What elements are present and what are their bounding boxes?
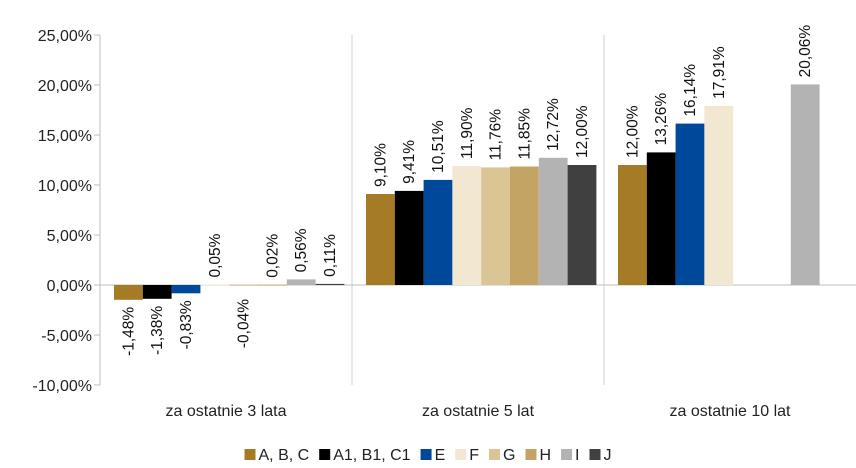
data-label: 9,41% [401, 140, 418, 184]
bar [675, 123, 705, 285]
bar [646, 152, 676, 285]
bars [114, 84, 820, 300]
y-tick-label: 20,00% [38, 78, 92, 95]
y-tick-label: -5,00% [41, 328, 92, 345]
legend-item: G [489, 447, 515, 464]
legend-swatch [319, 449, 331, 460]
bar [618, 165, 647, 285]
bar [452, 166, 482, 285]
legend-item: F [455, 447, 479, 464]
bar [171, 285, 201, 294]
category-separators [351, 35, 605, 385]
data-label: 0,56% [293, 228, 310, 272]
bar [423, 179, 453, 285]
y-tick-label: 15,00% [38, 128, 92, 145]
data-label: 13,26% [653, 93, 670, 146]
data-label: -0,04% [236, 299, 253, 348]
data-label: -1,48% [120, 307, 137, 356]
legend-item: H [525, 447, 551, 464]
legend-label: G [503, 447, 515, 464]
legend-label: I [575, 447, 579, 464]
legend: A, B, C A1, B1, C1 E F G H I J [244, 447, 611, 464]
legend-item: J [589, 447, 611, 464]
data-label: -1,38% [149, 306, 166, 355]
bar [200, 284, 230, 286]
data-label: 0,02% [264, 234, 281, 278]
legend-item: A, B, C [244, 447, 310, 464]
data-label: 11,90% [459, 107, 476, 159]
data-label: 16,14% [682, 64, 699, 117]
bar [567, 165, 597, 285]
y-tick-label: -10,00% [32, 378, 92, 395]
data-label: -0,83% [178, 300, 195, 349]
data-label: 11,76% [488, 109, 505, 161]
data-label: 9,10% [372, 143, 389, 187]
legend-label: H [539, 447, 551, 464]
data-label: 0,05% [207, 233, 224, 277]
bar [790, 84, 820, 286]
legend-label: F [469, 447, 479, 464]
y-axis: 25,00% 20,00% 15,00% 10,00% 5,00% 0,00% -5,00%… [32, 28, 101, 395]
data-label: 12,00% [574, 105, 591, 158]
data-label: 0,11% [322, 234, 339, 277]
data-label: 11,85% [516, 108, 533, 160]
data-label: 17,91% [711, 46, 728, 99]
data-label: 20,06% [797, 25, 814, 78]
bar [229, 285, 258, 286]
legend-label: A1, B1, C1 [333, 447, 410, 464]
data-label: 12,72% [545, 98, 562, 151]
bar [394, 190, 424, 285]
legend-swatch [455, 449, 467, 460]
bar [142, 285, 172, 299]
bar [286, 279, 316, 285]
legend-swatch [589, 449, 601, 460]
legend-swatch [420, 449, 432, 460]
legend-swatch [489, 449, 501, 460]
legend-swatch [244, 449, 256, 460]
legend-item: E [420, 447, 446, 464]
category-label: za ostatnie 10 lat [670, 403, 792, 420]
y-tick-label: 25,00% [38, 28, 92, 45]
y-tick-label: 10,00% [38, 178, 92, 195]
bar [704, 105, 734, 286]
data-label: 10,51% [430, 120, 447, 173]
data-labels: -1,48% -1,38% -0,83% 0,05% -0,04% 0,02% 0,56% 0… [120, 25, 814, 356]
legend-swatch [561, 449, 573, 460]
legend-label: J [603, 447, 611, 464]
bar [366, 194, 395, 285]
legend-swatch [525, 449, 537, 460]
legend-item: I [561, 447, 579, 464]
bar [510, 166, 539, 285]
legend-item: A1, B1, C1 [319, 447, 411, 464]
data-label: 12,00% [624, 105, 641, 158]
bar [258, 284, 287, 286]
y-tick-label: 0,00% [47, 278, 92, 295]
bar [315, 283, 345, 285]
bar [114, 285, 143, 300]
category-label: za ostatnie 3 lata [166, 403, 287, 420]
legend-label: E [435, 447, 446, 464]
y-tick-label: 5,00% [47, 228, 92, 245]
legend-label: A, B, C [259, 447, 310, 464]
category-labels: za ostatnie 3 lata za ostatnie 5 lat za os… [166, 403, 792, 420]
bar [481, 167, 510, 285]
bar [538, 157, 568, 285]
category-label: za ostatnie 5 lat [422, 403, 535, 420]
